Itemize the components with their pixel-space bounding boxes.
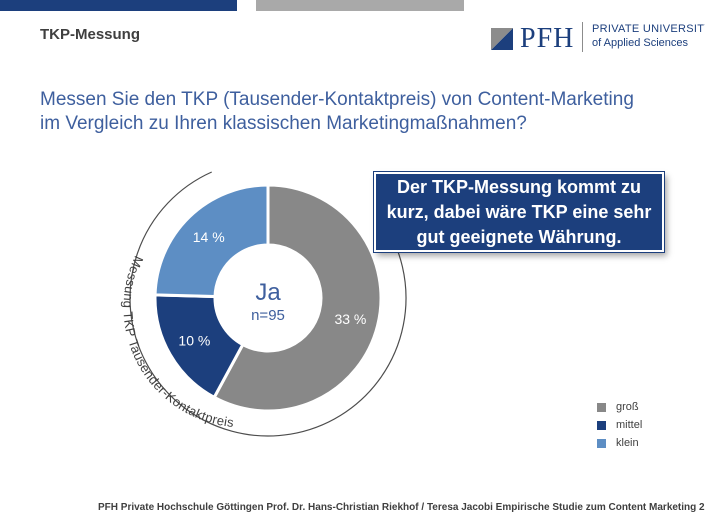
survey-question: Messen Sie den TKP (Tausender-Kontaktpre… [40, 88, 680, 136]
logo-divider [582, 22, 583, 52]
logo-tagline-2: of Applied Sciences [592, 37, 689, 49]
legend-label: groß [616, 401, 639, 413]
legend-swatch [597, 402, 606, 412]
bracket-arc [129, 171, 407, 437]
legend-item-1: groß [597, 398, 642, 416]
center-label: Ja [255, 279, 281, 306]
question-line-1: Messen Sie den TKP (Tausender-Kontaktpre… [40, 89, 634, 110]
pfh-logo: PFH PRIVATE UNIVERSITY of Applied Scienc… [491, 20, 705, 54]
legend-swatch [597, 420, 606, 430]
logo-mark-icon [491, 28, 513, 50]
center-sublabel: n=95 [251, 307, 285, 324]
slice-label-3: 14 % [193, 229, 225, 245]
header-bar-gray [256, 0, 464, 11]
callout-box: Der TKP-Messung kommt zu kurz, dabei wär… [374, 172, 664, 252]
logo-text: PFH [520, 23, 575, 54]
legend-item-3: klein [597, 434, 642, 452]
legend-item-2: mittel [597, 416, 642, 434]
slice-3 [153, 183, 270, 299]
logo-tagline-1: PRIVATE UNIVERSITY [592, 23, 705, 35]
question-line-2: im Vergleich zu Ihren klassischen Market… [40, 113, 527, 134]
footer-source: PFH Private Hochschule Göttingen Prof. D… [98, 502, 705, 513]
legend-label: klein [616, 437, 639, 449]
slice-2 [153, 293, 245, 400]
legend-label: mittel [616, 419, 643, 431]
chart-legend: groß mittel klein [597, 398, 642, 452]
slice-1 [212, 183, 383, 413]
section-title: TKP-Messung [40, 26, 141, 43]
slice-label-2: 10 % [178, 333, 210, 349]
header-bar-blue [0, 0, 237, 11]
slice-label-1: 33 % [334, 311, 366, 327]
legend-swatch [597, 438, 606, 448]
